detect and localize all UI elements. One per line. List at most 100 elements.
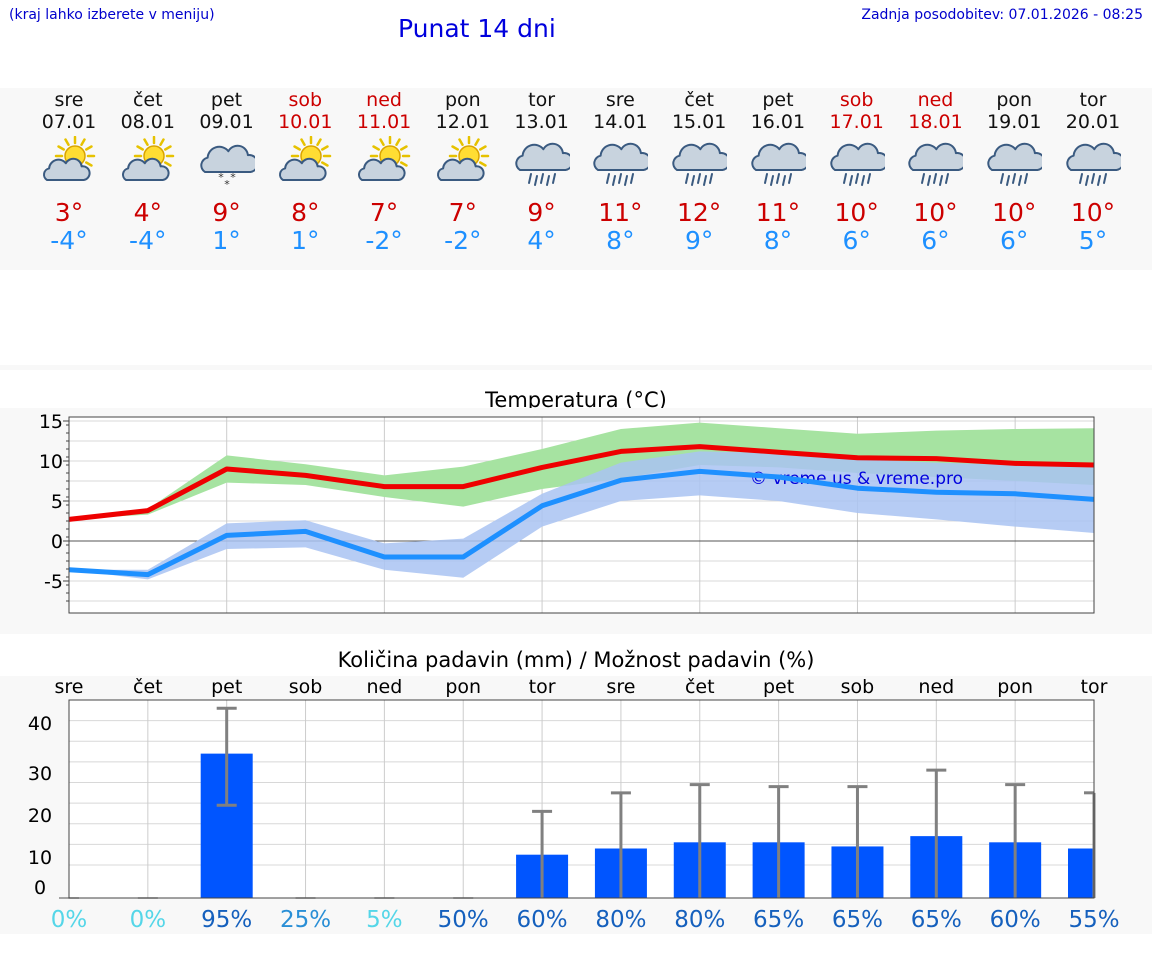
- day-date: 14.01: [593, 111, 648, 133]
- plot-frame: [68, 699, 1095, 899]
- rain-icon: [987, 142, 1043, 186]
- precip-probability-label: 60%: [990, 907, 1041, 933]
- precip-day-label: tor: [1081, 676, 1108, 698]
- day-name: čet: [684, 89, 714, 111]
- day-high-temp: 12°: [677, 198, 722, 227]
- y-tick-label: 15: [39, 411, 63, 433]
- day-date: 18.01: [908, 111, 963, 133]
- day-low-temp: -4°: [129, 226, 167, 255]
- y-tick-label: 10: [39, 451, 63, 473]
- min-temp-line: [68, 468, 1095, 578]
- partly-sunny-icon: [358, 136, 411, 181]
- precipitation-chart-title: Količina padavin (mm) / Možnost padavin …: [337, 648, 815, 672]
- day-name: tor: [1079, 89, 1107, 111]
- precip-day-label: sob: [841, 676, 875, 698]
- day-high-temp: 9°: [527, 198, 556, 227]
- day-name: pet: [762, 89, 794, 111]
- partly-sunny-icon: [43, 136, 96, 181]
- day-date: 13.01: [514, 111, 569, 133]
- day-date: 17.01: [829, 111, 884, 133]
- precip-probability-label: 95%: [201, 907, 252, 933]
- day-low-temp: 8°: [763, 226, 793, 255]
- day-low-temp: -2°: [365, 226, 403, 255]
- day-high-temp: 3°: [54, 198, 84, 227]
- last-update: Zadnja posodobitev: 07.01.2026 - 08:25: [861, 7, 1143, 23]
- day-low-temp: 1°: [212, 226, 241, 255]
- day-high-temp: 10°: [992, 198, 1037, 227]
- day-date: 12.01: [435, 111, 491, 133]
- day-date: 15.01: [671, 111, 727, 133]
- snow-shower-icon: * **: [199, 144, 255, 191]
- day-high-temp: 7°: [448, 198, 478, 227]
- precip-probability-label: 65%: [753, 907, 804, 933]
- day-date: 08.01: [120, 111, 175, 133]
- day-date: 16.01: [750, 111, 806, 133]
- precip-day-label: čet: [133, 676, 163, 698]
- day-high-temp: 8°: [291, 198, 320, 227]
- day-name: sre: [605, 89, 635, 111]
- rain-icon: [514, 142, 570, 186]
- day-low-temp: 6°: [1000, 226, 1029, 255]
- day-high-temp: 9°: [212, 198, 241, 227]
- precip-day-label: sre: [606, 676, 635, 698]
- day-low-temp: 8°: [606, 226, 635, 255]
- day-name: sob: [839, 89, 874, 111]
- svg-text:*: *: [230, 171, 236, 184]
- day-high-temp: 10°: [834, 198, 879, 227]
- precip-bar: [1068, 848, 1094, 898]
- day-name: sob: [288, 89, 323, 111]
- precip-day-label: pet: [211, 676, 242, 698]
- y-tick-label: 30: [28, 763, 52, 785]
- precip-probability-label: 25%: [280, 907, 331, 933]
- y-tick-label: 5: [51, 491, 63, 513]
- precip-probability-label: 5%: [366, 907, 403, 933]
- day-low-temp: 4°: [527, 226, 556, 255]
- precip-day-label: sob: [289, 676, 323, 698]
- day-name: ned: [366, 89, 402, 111]
- precip-day-label: pon: [997, 676, 1033, 698]
- day-name: ned: [917, 89, 954, 111]
- day-high-temp: 11°: [755, 198, 801, 227]
- precip-probability-label: 80%: [674, 907, 725, 933]
- precipitation-chart: sre čet pet sob ned pon tor sre čet pet sob ned pon t…: [28, 676, 1120, 933]
- partly-sunny-icon: [279, 136, 332, 181]
- y-tick-label: -5: [44, 571, 63, 593]
- y-tick-label: 10: [28, 847, 52, 869]
- region-hint[interactable]: (kraj lahko izberete v meniju): [9, 7, 215, 23]
- precip-probability-label: 65%: [832, 907, 883, 933]
- rain-icon: [908, 142, 964, 186]
- max-temp-range-band: [69, 422, 1094, 520]
- precip-probability-label: 50%: [438, 907, 489, 933]
- day-low-temp: 5°: [1078, 226, 1108, 255]
- day-date: 09.01: [199, 111, 254, 133]
- precip-probability-label: 0%: [130, 907, 167, 933]
- day-high-temp: 11°: [598, 198, 643, 227]
- day-name: pon: [996, 89, 1033, 111]
- precip-day-label: pon: [445, 676, 481, 698]
- day-high-temp: 7°: [369, 198, 399, 227]
- day-low-temp: -2°: [444, 226, 482, 255]
- precip-probability-label: 0%: [51, 907, 88, 933]
- y-tick-label: 0: [51, 531, 63, 553]
- partly-sunny-icon: [436, 136, 490, 181]
- svg-text:*: *: [218, 171, 224, 184]
- rain-icon: [672, 142, 728, 186]
- precip-day-label: tor: [529, 676, 556, 698]
- rain-icon: [829, 142, 885, 186]
- day-high-temp: 10°: [913, 198, 958, 227]
- precip-day-label: čet: [685, 676, 715, 698]
- day-low-temp: -4°: [50, 226, 88, 255]
- daily-forecast-strip: sre 07.01 3° -4° čet 08.01 4° -4° pet 09.01 * * * 9° 1…: [0, 88, 1152, 270]
- day-high-temp: 4°: [133, 198, 162, 227]
- precip-day-label: ned: [918, 676, 954, 698]
- day-date: 11.01: [356, 111, 412, 133]
- temperature-chart: © vreme.us & vreme.pro 15 10 5 0 -5: [39, 411, 1095, 614]
- y-tick-label: 40: [28, 713, 52, 735]
- day-low-temp: 6°: [921, 226, 950, 255]
- day-date: 07.01: [41, 111, 97, 133]
- day-low-temp: 9°: [684, 226, 714, 255]
- svg-text:*: *: [224, 178, 230, 191]
- precip-probability-label: 80%: [595, 907, 646, 933]
- day-high-temp: 10°: [1070, 198, 1116, 227]
- day-name: pet: [210, 89, 243, 111]
